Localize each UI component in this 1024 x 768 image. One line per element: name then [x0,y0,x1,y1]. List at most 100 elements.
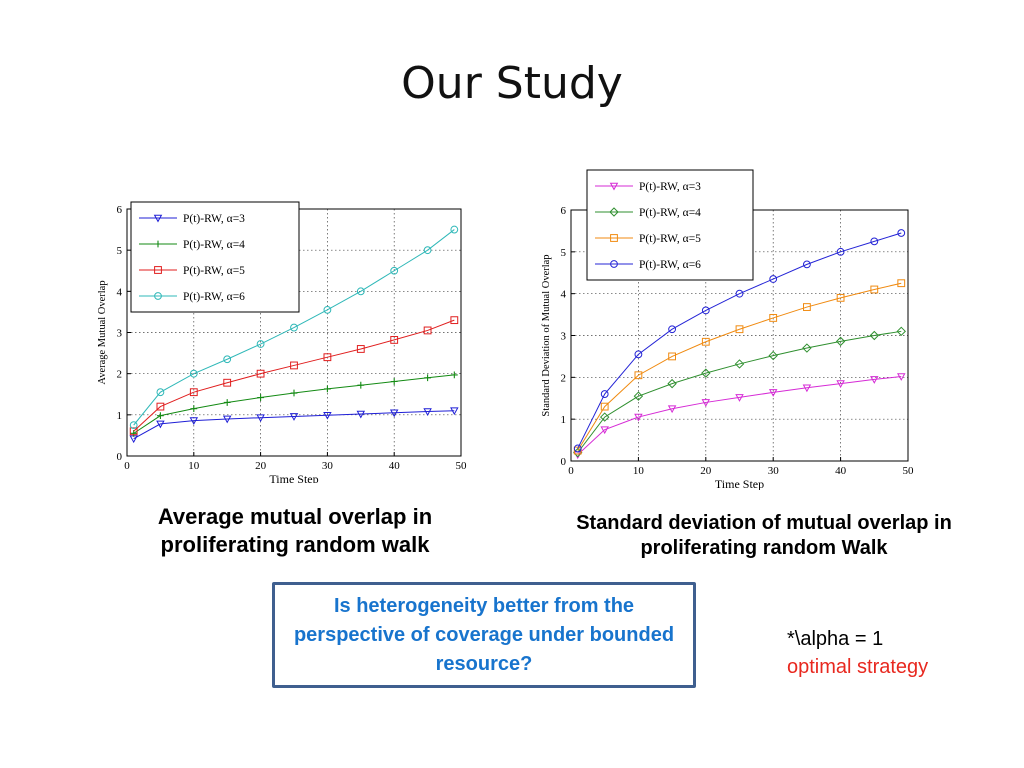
data-point [356,410,366,419]
data-point [870,237,879,246]
series-4 [129,225,459,430]
y-tick-label: 4 [561,289,567,301]
data-point [599,412,610,422]
data-point [735,394,744,402]
slide-title: Our Study [401,58,623,109]
data-point [357,381,365,389]
data-point [450,371,458,379]
series-line [133,374,455,434]
legend-label: P(t)-RW, α=4 [183,239,245,251]
y-tick-label: 0 [117,451,123,463]
optimal-strategy-text: optimal strategy [787,656,929,678]
data-point [573,444,582,453]
data-point [324,385,331,393]
legend-label: P(t)-RW, α=5 [183,265,245,277]
legend-marker [154,266,162,274]
data-point [290,389,298,397]
data-point [701,337,710,346]
y-tick-label: 6 [561,205,567,217]
data-point [835,336,846,347]
y-tick-label: 3 [561,331,567,343]
series-line [133,229,455,426]
data-point [256,414,265,423]
data-point [870,285,879,294]
y-tick-label: 6 [117,204,123,216]
y-tick-label: 2 [561,372,567,384]
legend-marker [154,240,162,248]
data-point [600,402,609,411]
data-point [356,287,365,296]
right-chart-caption: Standard deviation of mutual overlap in … [576,512,952,559]
y-tick-label: 5 [561,247,567,259]
data-point [667,378,677,389]
x-tick-label: 40 [835,465,847,477]
data-point [802,343,812,353]
x-tick-label: 50 [456,460,468,472]
series-1 [129,407,459,444]
data-point [633,391,644,401]
data-point [323,353,332,362]
series-3 [129,316,459,436]
data-point [390,266,399,275]
x-axis-label: Time Step [269,472,318,483]
data-point [769,275,778,283]
data-point [189,369,198,378]
data-point [600,390,609,398]
data-point [223,399,231,406]
y-tick-label: 1 [117,410,123,422]
legend-marker [154,292,162,300]
std-deviation-chart: 0 10 20 30 40 50 0 1 2 3 4 5 6 Time Step Standard Devi… [541,169,914,490]
data-point [156,420,165,429]
data-point [667,405,677,414]
series-2 [130,371,458,437]
data-point [701,399,711,407]
data-point [734,359,745,369]
data-point [735,289,744,298]
legend: P(t)-RW, α=3 P(t)-RW, α=4 P(t)-RW, α=5 P(t)… [586,169,754,281]
series-line [577,232,902,449]
data-point [129,427,138,436]
data-point [836,380,845,389]
average-overlap-chart: 0 10 20 30 40 50 0 1 2 3 4 5 6 Time Step Average Mutua… [97,201,468,483]
data-point [897,229,906,237]
data-point [289,413,299,421]
legend-marker [609,207,619,217]
series-3 [573,279,906,455]
data-point [803,260,811,269]
legend-label: P(t)-RW, α=5 [639,233,701,245]
data-point [390,378,398,385]
data-point [323,411,332,420]
series-line [133,410,455,440]
data-point [869,330,880,341]
legend-label: P(t)-RW, α=6 [183,291,245,303]
series-4 [573,229,906,453]
y-tick-label: 5 [117,245,123,257]
data-point [803,303,811,311]
question-box: Is heterogeneity better from the perspec… [272,582,696,688]
y-tick-label: 0 [561,456,567,468]
legend-label: P(t)-RW, α=3 [183,213,245,225]
data-point [450,407,459,416]
data-point [156,402,165,411]
data-point [423,246,432,255]
data-point [768,350,778,361]
data-point [769,314,778,322]
data-point [223,378,232,387]
data-point [189,388,198,397]
series-line [133,319,455,432]
x-tick-label: 20 [255,460,267,472]
data-point [701,306,710,315]
data-point [450,225,459,234]
data-point [129,435,138,444]
data-point [668,352,676,361]
x-tick-label: 0 [124,460,130,472]
data-point [129,421,138,430]
legend-marker [610,234,618,242]
data-point [156,388,165,397]
data-point [573,446,582,455]
x-tick-label: 30 [322,460,334,472]
data-point [897,279,906,288]
series-line [577,330,902,453]
data-point [668,325,677,334]
y-tick-label: 1 [561,414,567,426]
